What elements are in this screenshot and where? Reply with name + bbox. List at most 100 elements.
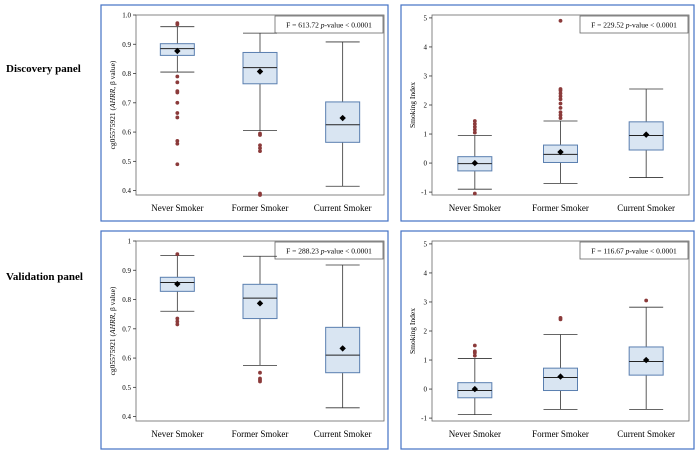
box-never-smoker (457, 343, 493, 416)
mean-marker (339, 345, 346, 352)
panel-discovery-si: -1 0 1 2 3 4 5 Smoking Index F = 229.52 p-value … (400, 4, 695, 222)
stats-box (274, 15, 384, 34)
outlier-point (558, 113, 563, 118)
x-category-label: Former Smoker (232, 203, 289, 213)
plot-area (135, 240, 385, 422)
stats-text: F = 613.72 p-value < 0.0001 (286, 21, 372, 30)
outlier-point (258, 133, 262, 137)
iqr-box (325, 101, 361, 143)
box-never-smoker (159, 252, 195, 327)
box-former-smoker (543, 316, 578, 410)
outlier-point (558, 91, 563, 96)
box-former-smoker (242, 32, 278, 197)
outlier-point (558, 97, 563, 102)
y-tick-label: 0.4 (122, 187, 131, 195)
mean-marker (471, 385, 479, 393)
outlier-point (472, 191, 477, 196)
x-category-label: Current Smoker (314, 203, 372, 213)
box-never-smoker (159, 21, 195, 167)
box-current-smoker (325, 264, 361, 409)
outlier-point (258, 193, 262, 197)
y-tick-label: 4 (424, 43, 428, 51)
y-tick-label: 4 (424, 269, 428, 277)
x-category-label: Current Smoker (314, 429, 372, 439)
x-category-label: Never Smoker (151, 203, 203, 213)
outlier-point (472, 130, 477, 135)
stats-box (579, 15, 689, 34)
x-category-label: Current Smoker (617, 429, 675, 439)
panel-frame (400, 4, 695, 222)
y-tick-label: 1 (424, 131, 428, 139)
x-category-label: Former Smoker (532, 429, 589, 439)
mean-marker (557, 373, 564, 380)
mean-marker (174, 47, 181, 55)
x-category-label: Former Smoker (532, 203, 589, 213)
outlier-point (175, 111, 180, 115)
outlier-point (472, 343, 477, 348)
validation-panel-label: Validation panel (6, 271, 83, 283)
y-tick-label: 5 (424, 14, 428, 22)
outlier-point (472, 121, 477, 126)
outlier-point (175, 90, 180, 95)
mean-marker (642, 131, 650, 138)
mean-marker (256, 68, 264, 75)
outlier-point (472, 127, 477, 132)
y-tick-label: 0.5 (122, 384, 131, 392)
outlier-point (175, 141, 180, 146)
outlier-point (175, 162, 180, 167)
outlier-point (644, 298, 649, 303)
mean-marker (339, 114, 346, 122)
outlier-point (558, 101, 563, 106)
stats-text: F = 229.52 p-value < 0.0001 (591, 21, 677, 30)
outlier-point (175, 252, 180, 257)
y-tick-label: 2 (424, 102, 428, 110)
y-tick-label: 0.8 (122, 70, 131, 78)
y-axis-label: cg05575921 (AHRR, β value) (108, 286, 117, 375)
mean-marker (471, 159, 479, 167)
outlier-point (558, 110, 563, 115)
stats-text: F = 116.67 p-value < 0.0001 (591, 247, 677, 256)
outlier-point (175, 316, 180, 321)
outlier-point (175, 80, 180, 85)
y-tick-label: 5 (424, 240, 428, 248)
panel-frame (100, 4, 389, 222)
x-category-label: Current Smoker (617, 203, 675, 213)
y-tick-label: 0.6 (122, 355, 131, 363)
x-category-label: Never Smoker (449, 429, 501, 439)
y-tick-label: 0.4 (122, 413, 131, 421)
outlier-point (472, 349, 477, 354)
y-tick-label: 0 (424, 386, 428, 394)
panel-validation-cg: 0.4 0.5 0.6 0.7 0.8 0.9 1 cg05575921 (AHRR, β v… (100, 230, 389, 450)
x-category-label: Former Smoker (232, 429, 289, 439)
box-never-smoker (457, 119, 493, 196)
stats-box (274, 241, 384, 260)
outlier-point (175, 74, 180, 79)
y-tick-label: -1 (421, 189, 427, 197)
outlier-point (258, 379, 262, 384)
y-axis-label: Smoking Index (408, 82, 417, 128)
outlier-point (258, 143, 262, 148)
outlier-point (175, 319, 180, 324)
y-tick-label: 1 (424, 357, 428, 365)
outlier-point (558, 94, 563, 99)
outlier-point (472, 353, 477, 358)
mean-marker (256, 300, 264, 307)
y-tick-label: 0.9 (122, 41, 131, 49)
outlier-point (175, 138, 180, 143)
outlier-point (258, 370, 262, 375)
outlier-point (472, 124, 477, 129)
box-current-smoker (628, 298, 664, 410)
y-tick-label: 3 (424, 72, 428, 80)
outlier-point (558, 106, 563, 110)
outlier-point (258, 149, 262, 153)
stats-box (579, 241, 689, 260)
outlier-point (175, 21, 180, 26)
y-axis-label: cg05575921 (AHRR, β value) (108, 60, 117, 149)
panel-discovery-cg: 0.4 0.5 0.6 0.7 0.8 0.9 1.0 cg05575921 (AHRR, β… (100, 4, 389, 222)
mean-marker (557, 148, 564, 156)
outlier-point (558, 18, 563, 23)
mean-marker (174, 280, 181, 288)
outlier-point (558, 316, 563, 320)
y-tick-label: 1.0 (122, 12, 131, 20)
